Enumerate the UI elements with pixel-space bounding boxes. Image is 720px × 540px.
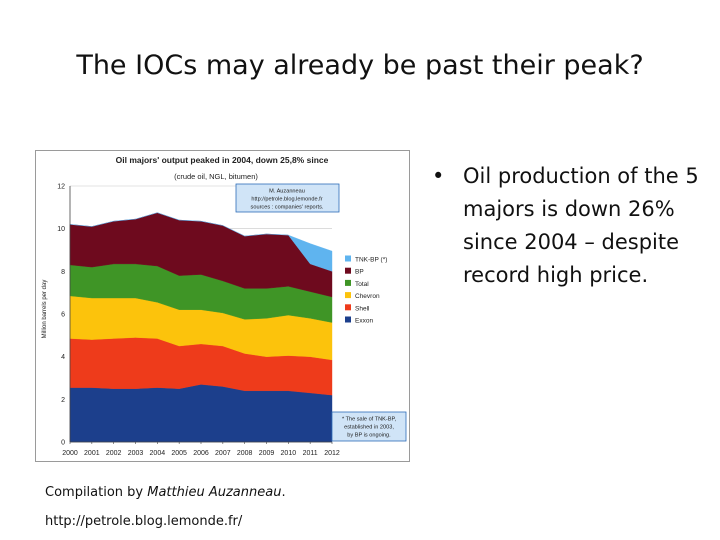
legend-swatch	[345, 304, 351, 311]
y-axis-label: Million barrels per day	[42, 280, 48, 339]
oil-majors-chart: Oil majors' output peaked in 2004, down …	[35, 150, 410, 462]
chart-subtitle: (crude oil, NGL, bitumen)	[174, 172, 258, 181]
credit-suffix: .	[281, 485, 286, 500]
legend-swatch	[345, 267, 351, 274]
chart-title: Oil majors' output peaked in 2004, down …	[116, 155, 329, 165]
x-tick-label: 2000	[62, 450, 78, 457]
axes: 0 2 4 6 8 10 12 2000 2001 2002 2003 2004 2005 2006 200…	[57, 184, 340, 458]
legend-swatch	[345, 292, 351, 299]
y-tick-label: 4	[61, 354, 65, 361]
x-tick-label: 2004	[150, 450, 166, 457]
footnote-line: * The sale of TNK-BP,	[342, 417, 397, 423]
stacked-areas	[69, 212, 333, 443]
credit-line: http://petrole.blog.lemonde.fr	[251, 197, 322, 203]
legend-swatch	[345, 316, 351, 323]
y-tick-label: 0	[61, 440, 65, 447]
footnote-annotation: * The sale of TNK-BP, established in 2003…	[331, 411, 407, 442]
x-tick-label: 2001	[84, 450, 100, 457]
y-tick-label: 6	[61, 312, 65, 319]
x-tick-label: 2005	[171, 450, 187, 457]
credit-line: M. Auzanneau	[269, 189, 305, 195]
x-tick-label: 2009	[259, 450, 275, 457]
bullet-item: Oil production of the 5 majors is down 2…	[430, 160, 710, 292]
x-tick-label: 2007	[215, 450, 231, 457]
bullet-list: Oil production of the 5 majors is down 2…	[430, 160, 710, 292]
y-tick-label: 10	[57, 226, 65, 233]
footnote-box-frame	[331, 411, 407, 442]
x-tick-label: 2002	[106, 450, 122, 457]
y-tick-label: 2	[61, 397, 65, 404]
credit-author: Matthieu Auzanneau	[147, 485, 282, 500]
area-tnk-bp	[69, 212, 333, 272]
legend-label: Exxon	[355, 318, 373, 325]
legend-swatch	[345, 279, 351, 286]
x-tick-label: 2006	[193, 450, 209, 457]
x-tick-label: 2012	[324, 450, 340, 457]
chart-legend: TNK-BP (*) BP Total Chevron Shell Exxon	[345, 255, 387, 325]
chart-canvas: Oil majors' output peaked in 2004, down …	[42, 155, 407, 458]
credit-line: sources : companies' reports.	[251, 205, 324, 211]
legend-swatch	[345, 255, 351, 262]
x-tick-label: 2011	[303, 450, 318, 457]
x-tick-label: 2008	[237, 450, 253, 457]
source-url[interactable]: http://petrole.blog.lemonde.fr/	[45, 514, 243, 529]
footnote-line: established in 2003,	[344, 425, 394, 431]
credit-box-frame	[235, 183, 340, 213]
credit-annotation: M. Auzanneau http://petrole.blog.lemonde.…	[235, 183, 340, 213]
legend-label: Chevron	[355, 293, 380, 300]
legend-label: Shell	[355, 305, 370, 312]
compilation-credit: Compilation by Matthieu Auzanneau.	[45, 485, 286, 500]
area-exxon	[69, 384, 333, 443]
x-tick-label: 2003	[128, 450, 144, 457]
slide-title: The IOCs may already be past their peak?	[76, 50, 644, 81]
credit-prefix: Compilation by	[45, 485, 148, 500]
legend-label: TNK-BP (*)	[355, 257, 387, 264]
x-tick-label: 2010	[281, 450, 297, 457]
legend-label: Total	[355, 281, 369, 288]
footnote-line: by BP is ongoing.	[347, 433, 391, 439]
legend-label: BP	[355, 269, 364, 276]
y-tick-label: 12	[57, 184, 65, 191]
y-tick-label: 8	[61, 269, 65, 276]
